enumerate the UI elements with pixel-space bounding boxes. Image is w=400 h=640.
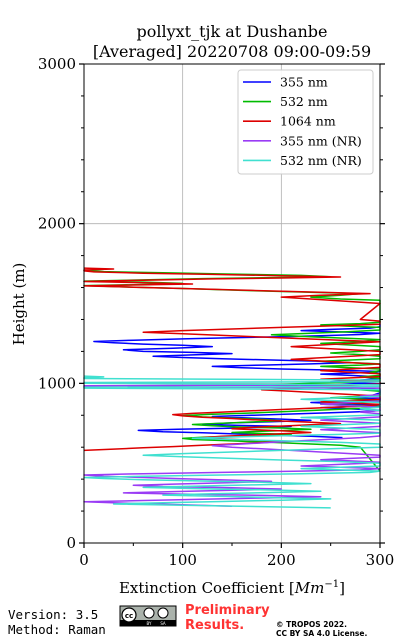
- x-tick-label: 300: [366, 551, 395, 569]
- legend-label-4: 532 nm (NR): [280, 153, 362, 168]
- legend-label-3: 355 nm (NR): [280, 133, 362, 148]
- cc-icon: [121, 607, 137, 623]
- legend-label-2: 1064 nm: [280, 114, 336, 129]
- y-tick-label: 3000: [38, 55, 76, 73]
- badge-by-label: BY: [147, 621, 153, 626]
- chart-title-line-2: [Averaged] 20220708 09:00-09:59: [93, 42, 371, 61]
- copyright-text-line-1: © TROPOS 2022.: [276, 620, 347, 629]
- x-axis-label-suffix: ]: [339, 579, 345, 597]
- x-axis-label-unit-exponent: −1: [324, 579, 339, 590]
- legend-label-1: 532 nm: [280, 94, 328, 109]
- legend-box: [237, 69, 374, 175]
- preliminary-text-line-2: Results.: [185, 618, 244, 633]
- x-axis-label-unit: Mm: [294, 579, 325, 597]
- svg-text:cc: cc: [125, 612, 133, 620]
- y-tick-label: 2000: [38, 215, 76, 233]
- badge-sa-label: SA: [160, 621, 166, 626]
- series-line-2: [83, 267, 381, 452]
- copyright-text-line-2: CC BY SA 4.0 License.: [276, 629, 367, 638]
- x-tick-label: 200: [267, 551, 296, 569]
- method-text: Method: Raman: [8, 622, 106, 637]
- series-layer: [83, 267, 381, 509]
- chart-title-line-1: pollyxt_tjk at Dushanbe: [136, 22, 327, 41]
- legend-label-0: 355 nm: [280, 75, 328, 90]
- preliminary-text-line-1: Preliminary: [185, 603, 270, 618]
- legend: 355 nm 532 nm 1064 nm 355 nm (NR) 532 nm (NR…: [237, 69, 374, 175]
- x-tick-label: 0: [79, 551, 89, 569]
- version-text: Version: 3.5: [8, 607, 98, 622]
- share-alike-icon: [157, 607, 169, 619]
- y-tick-label: 1000: [38, 374, 76, 392]
- y-tick-label: 0: [66, 534, 76, 552]
- x-axis-label-prefix: Extinction Coefficient [: [119, 579, 295, 597]
- series-line-4: [83, 375, 381, 509]
- x-tick-label: 100: [168, 551, 197, 569]
- x-axis-label: Extinction Coefficient [Mm−1]: [119, 579, 345, 597]
- cc-license-badge: cc BY SA: [119, 605, 177, 627]
- y-axis-label: Height (m): [10, 263, 28, 346]
- attribution-icon: [143, 607, 155, 619]
